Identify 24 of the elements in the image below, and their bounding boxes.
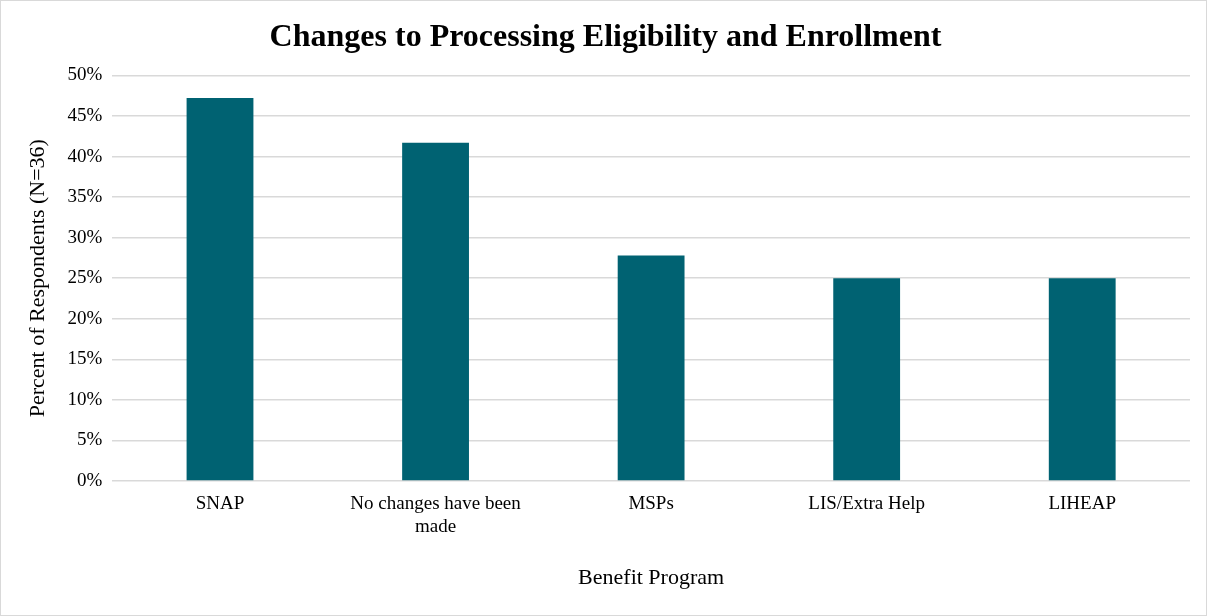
x-tick-label: SNAP <box>195 492 245 514</box>
y-tick-label: 10% <box>67 387 103 409</box>
x-axis-title: Benefit Program <box>578 563 725 589</box>
y-tick-label: 40% <box>67 144 103 166</box>
y-tick-label: 50% <box>67 63 103 85</box>
x-tick-label: No changes have been made <box>350 492 522 537</box>
y-tick-label: 45% <box>67 103 103 125</box>
y-tick-label: 25% <box>67 266 103 288</box>
bar <box>186 98 254 481</box>
x-tick-label: MSPs <box>628 492 674 514</box>
bar <box>617 255 685 481</box>
x-tick-label: LIS/Extra Help <box>808 492 925 514</box>
y-tick-label: 15% <box>67 347 103 369</box>
y-tick-label: 30% <box>67 225 103 247</box>
y-tick-label: 35% <box>67 185 103 207</box>
bar <box>402 142 469 481</box>
x-tick-label: LIHEAP <box>1048 492 1116 514</box>
y-tick-label: 0% <box>76 468 103 490</box>
bar <box>1048 278 1116 481</box>
bar <box>833 278 901 481</box>
y-tick-label: 20% <box>67 306 103 328</box>
y-tick-label: 5% <box>76 428 103 450</box>
y-axis-title: Percent of Respondents (N=36) <box>23 139 49 418</box>
chart-title: Changes to Processing Eligibility and Enrollment <box>269 17 942 54</box>
